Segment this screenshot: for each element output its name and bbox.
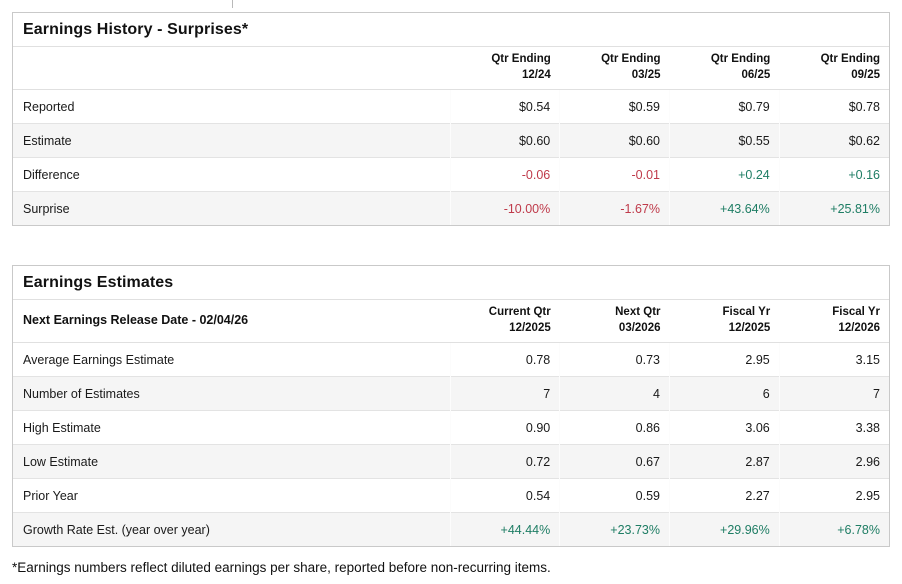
column-header-period: 03/2026 [618,321,661,334]
value-cell: 0.67 [559,444,670,479]
row-label: Growth Rate Est. (year over year) [23,522,210,537]
value-cell-negative: -0.01 [559,157,670,192]
column-header-period: 12/24 [521,68,551,81]
row-label: Low Estimate [23,454,99,469]
value-cell-positive: +43.64% [669,191,780,226]
column-header-qtr-ending-06-25: Qtr Ending 06/25 [669,45,780,91]
table-row-high-estimate: High Estimate 0.90 0.86 3.06 3.38 [13,410,889,445]
header-spacer [13,45,450,91]
value-cell: 3.15 [778,342,889,377]
next-earnings-release-date: Next Earnings Release Date - 02/04/26 [13,298,450,344]
column-header-period: 03/25 [631,68,661,81]
value-cell: 2.27 [669,478,780,513]
value-cell-negative: -1.67% [559,191,670,226]
cursor-artifact [232,0,233,8]
value-cell-positive: +29.96% [669,512,780,547]
value-cell: 2.95 [669,342,780,377]
value-cell: 7 [778,376,889,411]
earnings-estimates-header-row: Next Earnings Release Date - 02/04/26 Cu… [13,298,889,344]
row-label: Average Earnings Estimate [23,352,175,367]
value-cell: $0.79 [669,89,780,124]
value-cell: 0.73 [559,342,670,377]
earnings-footnote: *Earnings numbers reflect diluted earnin… [12,560,551,575]
value-cell: 2.96 [778,444,889,479]
table-row-reported: Reported $0.54 $0.59 $0.79 $0.78 [13,89,889,124]
value-cell: $0.59 [559,89,670,124]
value-cell: 6 [669,376,780,411]
column-header-label: Next Qtr [615,306,661,318]
column-header-qtr-ending-03-25: Qtr Ending 03/25 [559,45,670,91]
value-cell-positive: +0.16 [778,157,889,192]
value-cell: 3.38 [778,410,889,445]
value-cell: 2.87 [669,444,780,479]
column-header-label: Current Qtr [488,306,551,318]
earnings-history-title: Earnings History - Surprises* [23,21,249,38]
row-label: High Estimate [23,420,101,435]
column-header-label: Qtr Ending [491,53,551,65]
value-cell-negative: -0.06 [449,157,560,192]
column-header-label: Fiscal Yr [722,306,771,318]
column-header-period: 09/25 [851,68,880,81]
column-header-label: Qtr Ending [820,53,880,65]
column-header-next-qtr: Next Qtr 03/2026 [559,298,670,344]
earnings-estimates-card: Earnings Estimates Next Earnings Release… [12,265,890,548]
table-row-prior-year: Prior Year 0.54 0.59 2.27 2.95 [13,478,889,513]
value-cell: 3.06 [669,410,780,445]
earnings-history-card: Earnings History - Surprises* Qtr Ending… [12,12,890,227]
table-row-estimate: Estimate $0.60 $0.60 $0.55 $0.62 [13,123,889,158]
column-header-period: 12/2025 [728,321,771,334]
table-row-growth-rate-est: Growth Rate Est. (year over year) +44.44… [13,512,889,547]
table-row-number-of-estimates: Number of Estimates 7 4 6 7 [13,376,889,411]
value-cell-negative: -10.00% [449,191,560,226]
value-cell: 7 [449,376,560,411]
value-cell: $0.62 [778,123,889,158]
value-cell-positive: +44.44% [449,512,560,547]
row-label: Reported [23,99,75,114]
value-cell: 0.72 [449,444,560,479]
value-cell: $0.60 [449,123,560,158]
value-cell: 0.90 [449,410,560,445]
value-cell: $0.54 [449,89,560,124]
table-row-surprise: Surprise -10.00% -1.67% +43.64% +25.81% [13,191,889,226]
column-header-label: Fiscal Yr [832,306,880,318]
column-header-fiscal-yr-2025: Fiscal Yr 12/2025 [669,298,780,344]
earnings-history-header-row: Qtr Ending 12/24 Qtr Ending 03/25 Qtr En… [13,45,889,91]
column-header-qtr-ending-09-25: Qtr Ending 09/25 [779,45,889,91]
value-cell: $0.60 [559,123,670,158]
column-header-label: Qtr Ending [601,53,661,65]
earnings-estimates-table: Next Earnings Release Date - 02/04/26 Cu… [13,298,889,547]
value-cell-positive: +23.73% [559,512,670,547]
row-label: Estimate [23,133,72,148]
column-header-current-qtr: Current Qtr 12/2025 [450,298,560,344]
value-cell-positive: +0.24 [669,157,780,192]
table-row-average-earnings-estimate: Average Earnings Estimate 0.78 0.73 2.95… [13,342,889,377]
table-row-low-estimate: Low Estimate 0.72 0.67 2.87 2.96 [13,444,889,479]
value-cell-positive: +6.78% [778,512,889,547]
earnings-history-table: Qtr Ending 12/24 Qtr Ending 03/25 Qtr En… [13,45,889,226]
value-cell: 0.54 [449,478,560,513]
value-cell: 0.78 [449,342,560,377]
column-header-period: 06/25 [741,68,771,81]
row-label: Prior Year [23,488,78,503]
column-header-label: Qtr Ending [710,53,771,65]
column-header-fiscal-yr-2026: Fiscal Yr 12/2026 [779,298,889,344]
value-cell-positive: +25.81% [778,191,889,226]
value-cell: $0.55 [669,123,780,158]
table-row-difference: Difference -0.06 -0.01 +0.24 +0.16 [13,157,889,192]
column-header-period: 12/2026 [838,321,880,334]
column-header-qtr-ending-12-24: Qtr Ending 12/24 [450,45,560,91]
value-cell: $0.78 [778,89,889,124]
value-cell: 4 [559,376,670,411]
value-cell: 0.86 [559,410,670,445]
row-label: Surprise [23,201,70,216]
value-cell: 2.95 [778,478,889,513]
row-label: Difference [23,167,80,182]
earnings-estimates-title: Earnings Estimates [23,274,174,291]
row-label: Number of Estimates [23,386,140,401]
column-header-period: 12/2025 [509,321,551,334]
value-cell: 0.59 [559,478,670,513]
